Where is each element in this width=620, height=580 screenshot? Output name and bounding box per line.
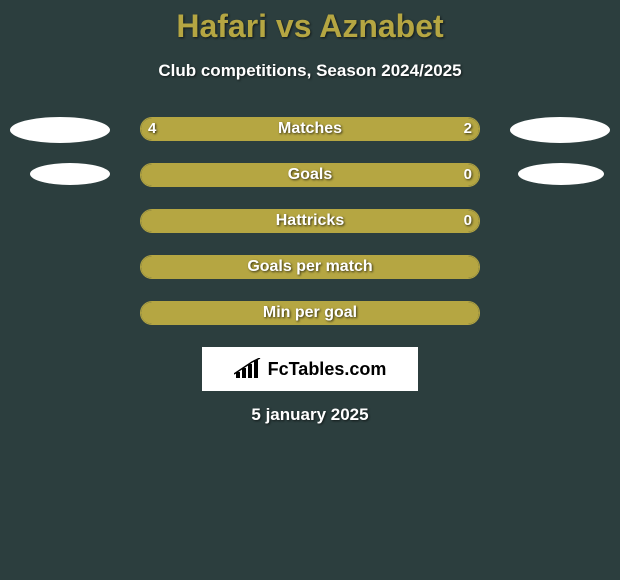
stat-value-right: 2 (464, 117, 472, 141)
stat-bar-fill (141, 164, 479, 186)
stat-bar-track (140, 117, 480, 141)
stat-bar-right-fill (366, 118, 479, 140)
bar-chart-icon (234, 358, 262, 380)
stats-area: Matches42Goals0Hattricks0Goals per match… (0, 117, 620, 325)
stat-bar-track (140, 255, 480, 279)
logo-box: FcTables.com (202, 347, 418, 391)
stat-row: Hattricks0 (0, 209, 620, 233)
page-subtitle: Club competitions, Season 2024/2025 (0, 61, 620, 81)
stat-rows: Matches42Goals0Hattricks0Goals per match… (0, 117, 620, 325)
stat-row: Goals0 (0, 163, 620, 187)
stat-row: Matches42 (0, 117, 620, 141)
stat-bar-fill (141, 256, 479, 278)
logo-text: FcTables.com (268, 359, 387, 380)
stat-bar-track (140, 163, 480, 187)
stat-bar-fill (141, 210, 479, 232)
stat-bar-fill (141, 302, 479, 324)
stat-bar-track (140, 209, 480, 233)
footer-date: 5 january 2025 (0, 405, 620, 425)
stat-row: Min per goal (0, 301, 620, 325)
stat-value-left: 4 (148, 117, 156, 141)
stat-row: Goals per match (0, 255, 620, 279)
stat-value-right: 0 (464, 209, 472, 233)
page-title: Hafari vs Aznabet (0, 8, 620, 45)
stat-value-right: 0 (464, 163, 472, 187)
infographic-root: Hafari vs Aznabet Club competitions, Sea… (0, 0, 620, 425)
stat-bar-track (140, 301, 480, 325)
stat-bar-left-fill (141, 118, 366, 140)
